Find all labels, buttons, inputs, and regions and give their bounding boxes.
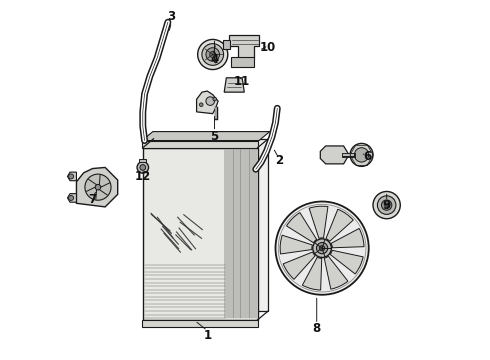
Polygon shape — [76, 167, 118, 207]
Bar — [231, 57, 254, 67]
Wedge shape — [287, 212, 317, 243]
Bar — [142, 320, 258, 327]
Circle shape — [373, 192, 400, 219]
Text: 9: 9 — [383, 199, 391, 212]
Text: 1: 1 — [203, 329, 211, 342]
Circle shape — [354, 148, 368, 162]
Polygon shape — [68, 172, 76, 181]
Polygon shape — [68, 194, 76, 202]
Polygon shape — [229, 35, 259, 58]
Wedge shape — [309, 206, 328, 238]
Text: 10: 10 — [260, 41, 276, 54]
Text: 11: 11 — [233, 75, 249, 88]
Wedge shape — [331, 229, 364, 248]
Polygon shape — [196, 91, 218, 114]
Circle shape — [69, 174, 74, 179]
Circle shape — [350, 143, 373, 166]
Circle shape — [202, 44, 223, 65]
Circle shape — [275, 202, 368, 295]
Wedge shape — [302, 257, 322, 290]
Circle shape — [382, 200, 392, 210]
Wedge shape — [326, 209, 353, 241]
Circle shape — [199, 103, 203, 107]
Circle shape — [206, 97, 215, 105]
Circle shape — [317, 243, 328, 254]
Circle shape — [206, 48, 220, 61]
Circle shape — [69, 195, 74, 201]
Circle shape — [278, 204, 366, 292]
Text: 2: 2 — [275, 154, 283, 167]
Bar — [153, 139, 269, 311]
Circle shape — [313, 239, 331, 257]
Circle shape — [197, 40, 228, 69]
Bar — [142, 140, 258, 148]
Bar — [139, 159, 147, 162]
Text: 8: 8 — [313, 322, 321, 335]
Text: 6: 6 — [363, 150, 371, 163]
Circle shape — [137, 162, 148, 173]
Circle shape — [385, 203, 389, 207]
Text: 5: 5 — [210, 130, 219, 144]
Polygon shape — [142, 132, 270, 140]
Circle shape — [377, 196, 396, 214]
Polygon shape — [224, 78, 245, 92]
Bar — [223, 40, 230, 49]
Circle shape — [213, 97, 217, 101]
Text: 7: 7 — [89, 193, 97, 206]
Circle shape — [319, 246, 325, 251]
Bar — [143, 148, 258, 320]
Wedge shape — [324, 256, 348, 289]
Text: 3: 3 — [168, 10, 175, 23]
Polygon shape — [320, 146, 349, 164]
Circle shape — [210, 51, 216, 58]
Wedge shape — [280, 235, 312, 254]
Circle shape — [85, 174, 111, 200]
Text: 4: 4 — [210, 53, 219, 66]
Circle shape — [95, 184, 101, 190]
Wedge shape — [283, 252, 315, 279]
Text: 12: 12 — [135, 170, 151, 183]
Circle shape — [140, 165, 146, 170]
Wedge shape — [330, 250, 363, 274]
